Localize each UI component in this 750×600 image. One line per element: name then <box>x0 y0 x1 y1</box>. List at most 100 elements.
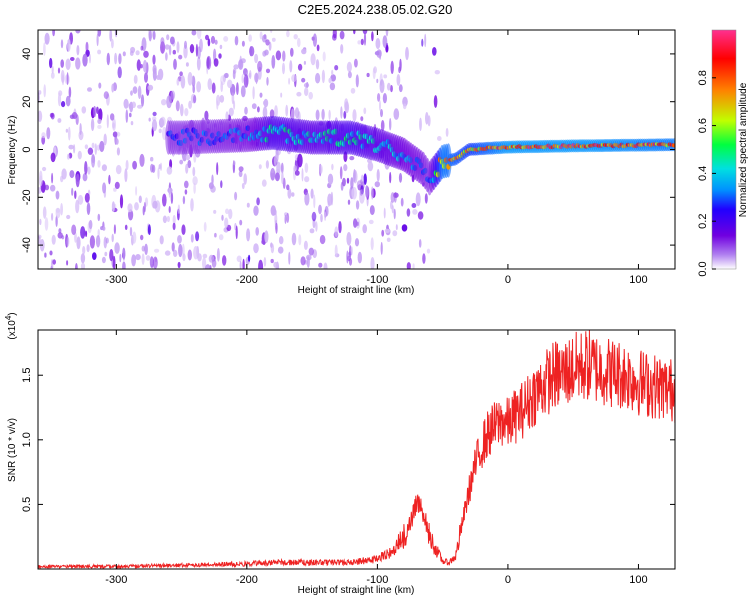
spectrogram-noise-mark <box>370 237 374 251</box>
spectrogram-noise-mark <box>398 172 403 183</box>
spectrogram-noise-mark <box>390 60 394 74</box>
spectrogram-noise-mark <box>180 75 186 89</box>
spectrogram-noise-mark <box>152 111 157 117</box>
spectrogram-noise-mark <box>259 92 263 98</box>
spectrogram-noise-mark <box>339 30 345 40</box>
spectrogram-noise-mark <box>263 98 269 108</box>
spectrogram-noise-mark <box>166 95 172 109</box>
spectrogram-noise-mark <box>400 197 404 207</box>
spectrogram-noise-mark <box>284 214 287 224</box>
spectrogram-noise-mark <box>164 250 171 256</box>
spectrogram-noise-mark <box>392 230 398 237</box>
spectrogram-noise-mark <box>293 34 298 40</box>
y-tick-label: 1.0 <box>21 432 33 447</box>
spectrogram-noise-mark <box>71 187 74 196</box>
spectrogram-noise-mark <box>131 254 137 267</box>
spectrogram-noise-mark <box>354 58 358 68</box>
spectrogram-noise-mark <box>253 205 259 216</box>
spectrogram-noise-mark <box>57 118 62 123</box>
spectrogram-noise-mark <box>357 40 362 45</box>
spectrogram-noise-mark <box>278 236 284 245</box>
spectrogram-noise-mark <box>328 77 332 84</box>
spectrogram-noise-mark <box>291 232 297 246</box>
spectrogram-noise-mark <box>338 221 342 234</box>
spectrogram-noise-mark <box>255 227 259 236</box>
spectrogram-noise-mark <box>66 214 71 220</box>
spectrogram-noise-mark <box>60 59 64 68</box>
spectrogram-noise-mark <box>172 49 176 55</box>
spectrogram-noise-mark <box>184 189 188 195</box>
spectrogram-noise-mark <box>354 238 360 247</box>
spectrogram-noise-mark <box>238 166 244 172</box>
colorbar-tick-label: 0.4 <box>697 166 709 181</box>
spectrogram-noise-mark <box>363 107 367 115</box>
spectrogram-noise-mark <box>372 67 376 80</box>
spectrogram-noise-mark <box>129 50 134 56</box>
spectrogram-noise-mark <box>177 261 181 269</box>
spectrogram-noise-mark <box>68 126 71 141</box>
spectrogram-noise-mark <box>238 59 244 70</box>
spectrogram-noise-mark <box>80 226 86 239</box>
spectrogram-noise-mark <box>274 172 280 182</box>
spectrogram-noise-mark <box>160 162 162 171</box>
spectrogram-noise-mark <box>152 64 157 75</box>
spectrogram-noise-mark <box>99 140 105 153</box>
spectrogram-noise-mark <box>97 118 102 124</box>
spectrogram-noise-mark <box>303 82 310 88</box>
spectrogram-noise-mark <box>301 48 307 55</box>
spectrogram-noise-mark <box>38 235 41 245</box>
spectrogram-x-ticks: -300 -200 -100 0 100 <box>105 30 648 286</box>
spectrogram-noise-mark <box>384 228 390 233</box>
spectrogram-noise-mark <box>193 95 197 104</box>
spectrogram-noise-mark <box>282 62 285 75</box>
spectrogram-noise-mark <box>102 226 106 231</box>
spectrogram-noise-mark <box>213 209 217 214</box>
spectrogram-noise-mark <box>318 262 323 268</box>
spectrogram-noise-mark <box>353 30 356 35</box>
spectrogram-noise-mark <box>258 164 262 170</box>
spectrogram-noise-mark <box>97 213 101 222</box>
spectrogram-ridge-layer <box>165 115 675 196</box>
spectrogram-noise-mark <box>266 76 269 86</box>
colorbar: 0.0 0.2 0.4 0.6 0.8 Normalized spectral ampl… <box>697 29 749 277</box>
spectrogram-noise-mark <box>264 49 269 56</box>
snr-panel: -300 -200 -100 0 100 0.5 1.0 1.5 (x104) Height… <box>4 312 676 596</box>
spectrogram-noise-mark <box>391 205 394 214</box>
y-tick-label: 1.5 <box>21 368 33 383</box>
y-tick-label: 20 <box>21 96 33 108</box>
spectrogram-noise-mark <box>398 66 401 74</box>
spectrogram-noise-mark <box>119 253 122 263</box>
x-tick-label: 100 <box>629 574 647 586</box>
spectrogram-noise-mark <box>125 159 129 171</box>
spectrogram-noise-mark <box>69 170 75 179</box>
spectrogram-noise-mark <box>285 104 289 117</box>
spectrogram-noise-mark <box>276 161 281 174</box>
spectrogram-noise-mark <box>220 180 223 189</box>
spectrogram-noise-mark <box>219 95 225 103</box>
spectrogram-noise-mark <box>112 118 116 131</box>
spectrogram-noise-mark <box>150 156 154 162</box>
spectrogram-noise-mark <box>238 170 243 178</box>
spectrogram-noise-mark <box>301 77 306 83</box>
spectrogram-noise-mark <box>262 106 268 119</box>
spectrogram-noise-mark <box>306 256 310 268</box>
spectrogram-noise-mark <box>67 38 71 52</box>
spectrogram-noise-mark <box>273 155 277 167</box>
spectrogram-noise-mark <box>111 83 115 93</box>
spectrogram-noise-mark <box>162 215 167 224</box>
spectrogram-noise-mark <box>80 262 86 269</box>
spectrogram-noise-mark <box>97 229 100 237</box>
spectrogram-noise-mark <box>300 256 306 266</box>
spectrogram-noise-mark <box>143 50 149 58</box>
x-tick-label: -200 <box>236 274 258 286</box>
spectrogram-noise-mark <box>187 249 192 261</box>
spectrogram-noise-mark <box>98 82 102 89</box>
spectrogram-noise-mark <box>141 245 145 252</box>
spectrogram-noise-mark <box>321 69 325 84</box>
spectrogram-noise-mark <box>152 256 158 269</box>
spectrogram-noise-mark <box>82 173 88 182</box>
spectrogram-noise-mark <box>356 221 359 227</box>
spectrogram-noise-mark <box>334 65 339 71</box>
spectrogram-noise-mark <box>315 109 320 121</box>
spectrogram-noise-mark <box>103 133 107 146</box>
